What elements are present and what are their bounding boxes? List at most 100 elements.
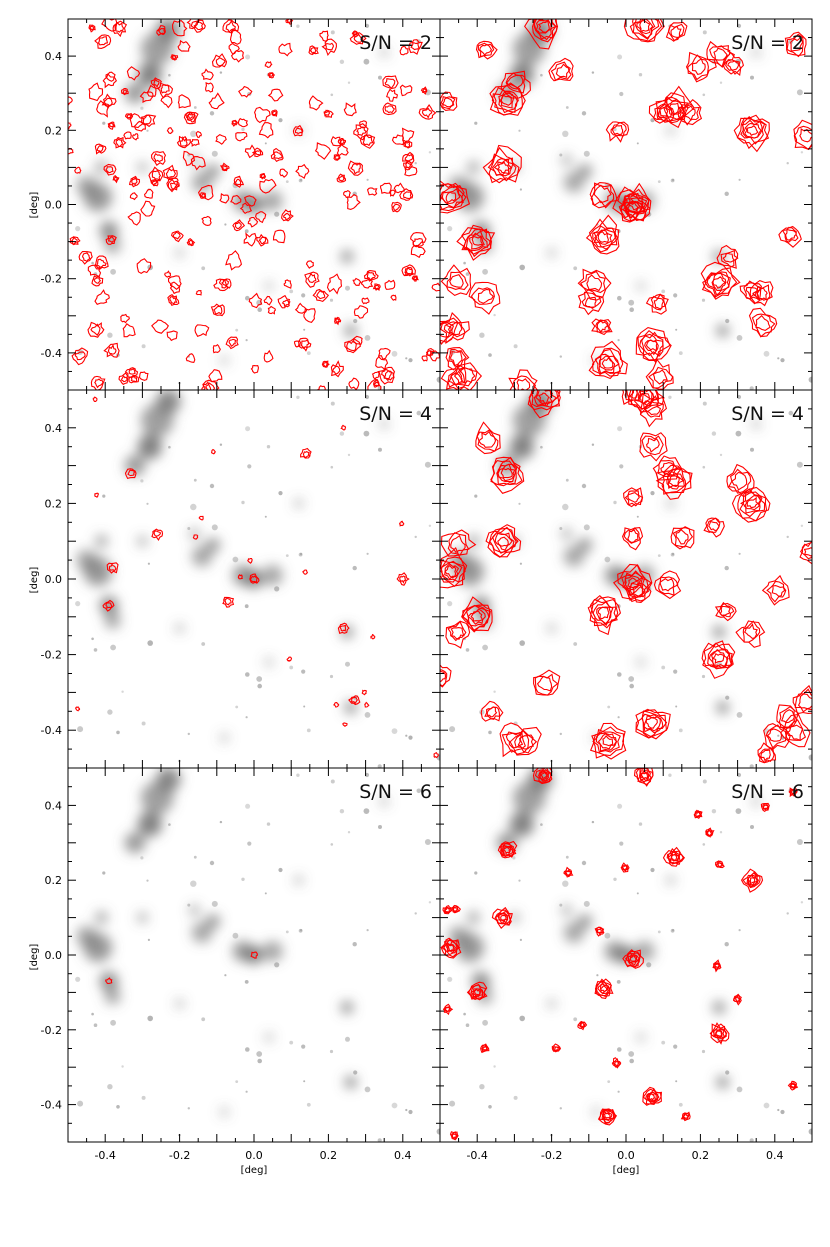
- contour: [258, 236, 267, 245]
- galaxy-point: [449, 1100, 456, 1107]
- contour: [632, 584, 646, 598]
- contour: [107, 344, 117, 355]
- contour: [450, 534, 466, 554]
- galaxy-point: [77, 726, 84, 733]
- contour: [130, 376, 138, 383]
- contour: [201, 215, 212, 226]
- contour: [475, 421, 501, 455]
- contour: [617, 564, 652, 601]
- galaxy-point: [364, 712, 371, 718]
- contour: [577, 288, 605, 316]
- contour: [385, 88, 399, 102]
- contour: [441, 188, 461, 205]
- contour: [267, 305, 276, 315]
- contour: [87, 264, 102, 278]
- contour: [588, 340, 628, 380]
- contour: [602, 1110, 613, 1121]
- contour: [224, 597, 232, 606]
- density-blob: [467, 534, 480, 548]
- galaxy-point: [363, 58, 370, 65]
- contour: [639, 432, 668, 462]
- contour: [497, 536, 509, 547]
- galaxy-point: [479, 1084, 485, 1090]
- contour: [499, 92, 515, 109]
- galaxy-point: [416, 788, 422, 794]
- contour: [749, 279, 774, 307]
- contour: [160, 84, 170, 94]
- contour: [268, 72, 274, 77]
- galaxy-point: [299, 552, 303, 556]
- contour: [548, 57, 574, 82]
- galaxy-point: [763, 1102, 770, 1109]
- galaxy-point: [187, 527, 191, 530]
- contour: [103, 342, 120, 358]
- panel-sn-label: S/N = 2: [731, 32, 804, 54]
- contour: [704, 272, 731, 298]
- contour: [93, 277, 102, 284]
- contour: [710, 1023, 730, 1044]
- contour: [281, 209, 294, 222]
- contour: [225, 336, 239, 350]
- galaxy-point: [616, 980, 621, 984]
- contour: [384, 78, 396, 90]
- density-blob: [124, 82, 146, 104]
- galaxy-point: [256, 676, 263, 682]
- contour: [267, 88, 284, 102]
- contour: [797, 693, 812, 710]
- galaxy-point: [788, 410, 794, 416]
- galaxy-point: [245, 716, 248, 719]
- galaxy-point: [617, 54, 623, 60]
- galaxy-point: [428, 524, 432, 527]
- density-blob: [563, 922, 585, 943]
- contour: [122, 89, 128, 95]
- galaxy-point: [518, 129, 521, 132]
- x-axis-label-left: [deg]: [241, 1165, 268, 1176]
- galaxy-point: [678, 1102, 683, 1107]
- density-blob: [137, 536, 148, 547]
- galaxy-point: [366, 552, 369, 555]
- galaxy-point: [636, 892, 639, 895]
- contour: [440, 182, 465, 212]
- galaxy-point: [107, 332, 113, 338]
- galaxy-point: [264, 892, 267, 895]
- contour: [644, 401, 662, 416]
- contour: [330, 360, 344, 378]
- contour: [179, 136, 188, 148]
- contour: [322, 361, 329, 368]
- contour: [295, 163, 310, 179]
- galaxy-point: [702, 779, 707, 784]
- galaxy-point: [559, 732, 562, 736]
- contour: [505, 731, 524, 749]
- galaxy-point: [377, 1138, 382, 1142]
- density-blob: [563, 545, 585, 567]
- contour: [577, 1021, 586, 1029]
- galaxy-point: [628, 676, 635, 682]
- galaxy-point: [519, 1015, 525, 1022]
- galaxy-point: [735, 430, 742, 437]
- contour: [440, 556, 465, 588]
- contour: [103, 97, 113, 107]
- contour: [404, 166, 418, 177]
- contour: [105, 977, 113, 985]
- contour: [479, 43, 493, 56]
- galaxy-point: [264, 515, 267, 518]
- contour: [215, 133, 227, 145]
- contour: [294, 127, 303, 135]
- contour: [440, 264, 472, 297]
- contour: [108, 122, 115, 128]
- contour: [675, 528, 689, 545]
- contour: [421, 355, 428, 362]
- density-blob: [563, 172, 585, 193]
- galaxy-point: [306, 728, 311, 733]
- contour: [247, 216, 259, 228]
- galaxy-point: [474, 121, 478, 125]
- galaxy-point: [278, 867, 283, 873]
- contour: [197, 184, 214, 201]
- galaxy-point: [140, 479, 144, 483]
- contour: [446, 271, 469, 291]
- panel-r3-c2: -0.4 -0.2 0.0 0.2 0.4 S/N = 6: [439, 767, 813, 1162]
- contour: [316, 290, 326, 300]
- galaxy-point: [482, 268, 488, 275]
- galaxy-point: [301, 1044, 306, 1049]
- plot-area: [75, 768, 440, 1142]
